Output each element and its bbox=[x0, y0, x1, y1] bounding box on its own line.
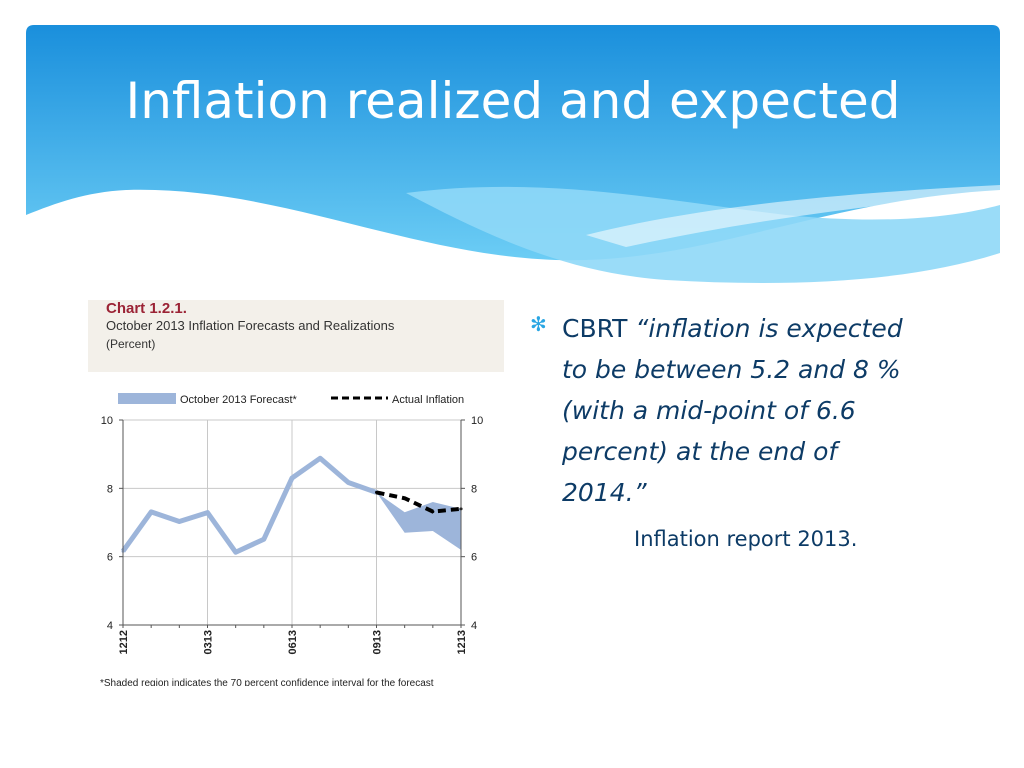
forecast-point bbox=[346, 481, 350, 485]
asterisk-bullet-icon: ✻ bbox=[530, 312, 547, 336]
citation: Inflation report 2013. bbox=[634, 527, 858, 551]
bullet-lead: CBRT bbox=[562, 314, 636, 343]
header-background bbox=[26, 25, 1000, 261]
inflation-chart: October 2013 Forecast* Actual Inflation 4 4… bbox=[101, 393, 483, 654]
slide-title: Inflation realized and expected bbox=[125, 72, 901, 130]
x-tick-label: 0313 bbox=[203, 630, 215, 654]
y-tick-label-left: 8 bbox=[107, 483, 113, 495]
forecast-history-line bbox=[120, 455, 378, 555]
chart-unit: (Percent) bbox=[106, 337, 156, 351]
x-tick-label: 1213 bbox=[456, 630, 468, 654]
y-tick-label-right: 4 bbox=[471, 620, 477, 632]
y-tick-label-right: 6 bbox=[471, 552, 477, 564]
y-tick-label-right: 10 bbox=[471, 415, 483, 427]
bullet-quote: “inflation is expected to be between 5.2… bbox=[562, 314, 903, 507]
forecast-point bbox=[234, 550, 238, 554]
actual-inflation-point bbox=[431, 510, 435, 514]
chart-number: Chart 1.2.1. bbox=[106, 300, 187, 317]
chart-header-box bbox=[88, 300, 504, 372]
forecast-point bbox=[290, 476, 294, 480]
x-tick-label: 1212 bbox=[118, 630, 130, 654]
legend-forecast-swatch bbox=[118, 393, 176, 404]
actual-inflation-point bbox=[403, 496, 407, 500]
bullet-text: CBRT “inflation is expected to be betwee… bbox=[562, 308, 922, 513]
slide-header-banner bbox=[26, 25, 1000, 283]
y-tick-label-left: 6 bbox=[107, 552, 113, 564]
legend-forecast-label: October 2013 Forecast* bbox=[180, 394, 298, 406]
chart-panel: Chart 1.2.1. October 2013 Inflation Fore… bbox=[88, 300, 504, 686]
forecast-point bbox=[149, 510, 153, 514]
legend-actual-label: Actual Inflation bbox=[392, 394, 464, 406]
header-wave-highlight bbox=[586, 185, 1000, 247]
chart-title: October 2013 Inflation Forecasts and Rea… bbox=[106, 318, 395, 333]
forecast-point bbox=[318, 456, 322, 460]
x-tick-label: 0913 bbox=[372, 630, 384, 654]
forecast-point bbox=[206, 511, 209, 515]
forecast-confidence-band bbox=[376, 492, 461, 550]
chart-footnote: *Shaded region indicates the 70 percent … bbox=[100, 678, 434, 686]
y-tick-label-right: 8 bbox=[471, 483, 477, 495]
forecast-point bbox=[177, 519, 181, 523]
y-tick-label-left: 4 bbox=[107, 620, 113, 632]
y-tick-label-left: 10 bbox=[101, 415, 113, 427]
header-wave-light bbox=[406, 186, 1000, 283]
actual-inflation-line bbox=[376, 490, 462, 514]
x-tick-label: 0613 bbox=[287, 630, 299, 654]
forecast-point bbox=[262, 537, 266, 541]
actual-inflation-point bbox=[375, 490, 378, 494]
